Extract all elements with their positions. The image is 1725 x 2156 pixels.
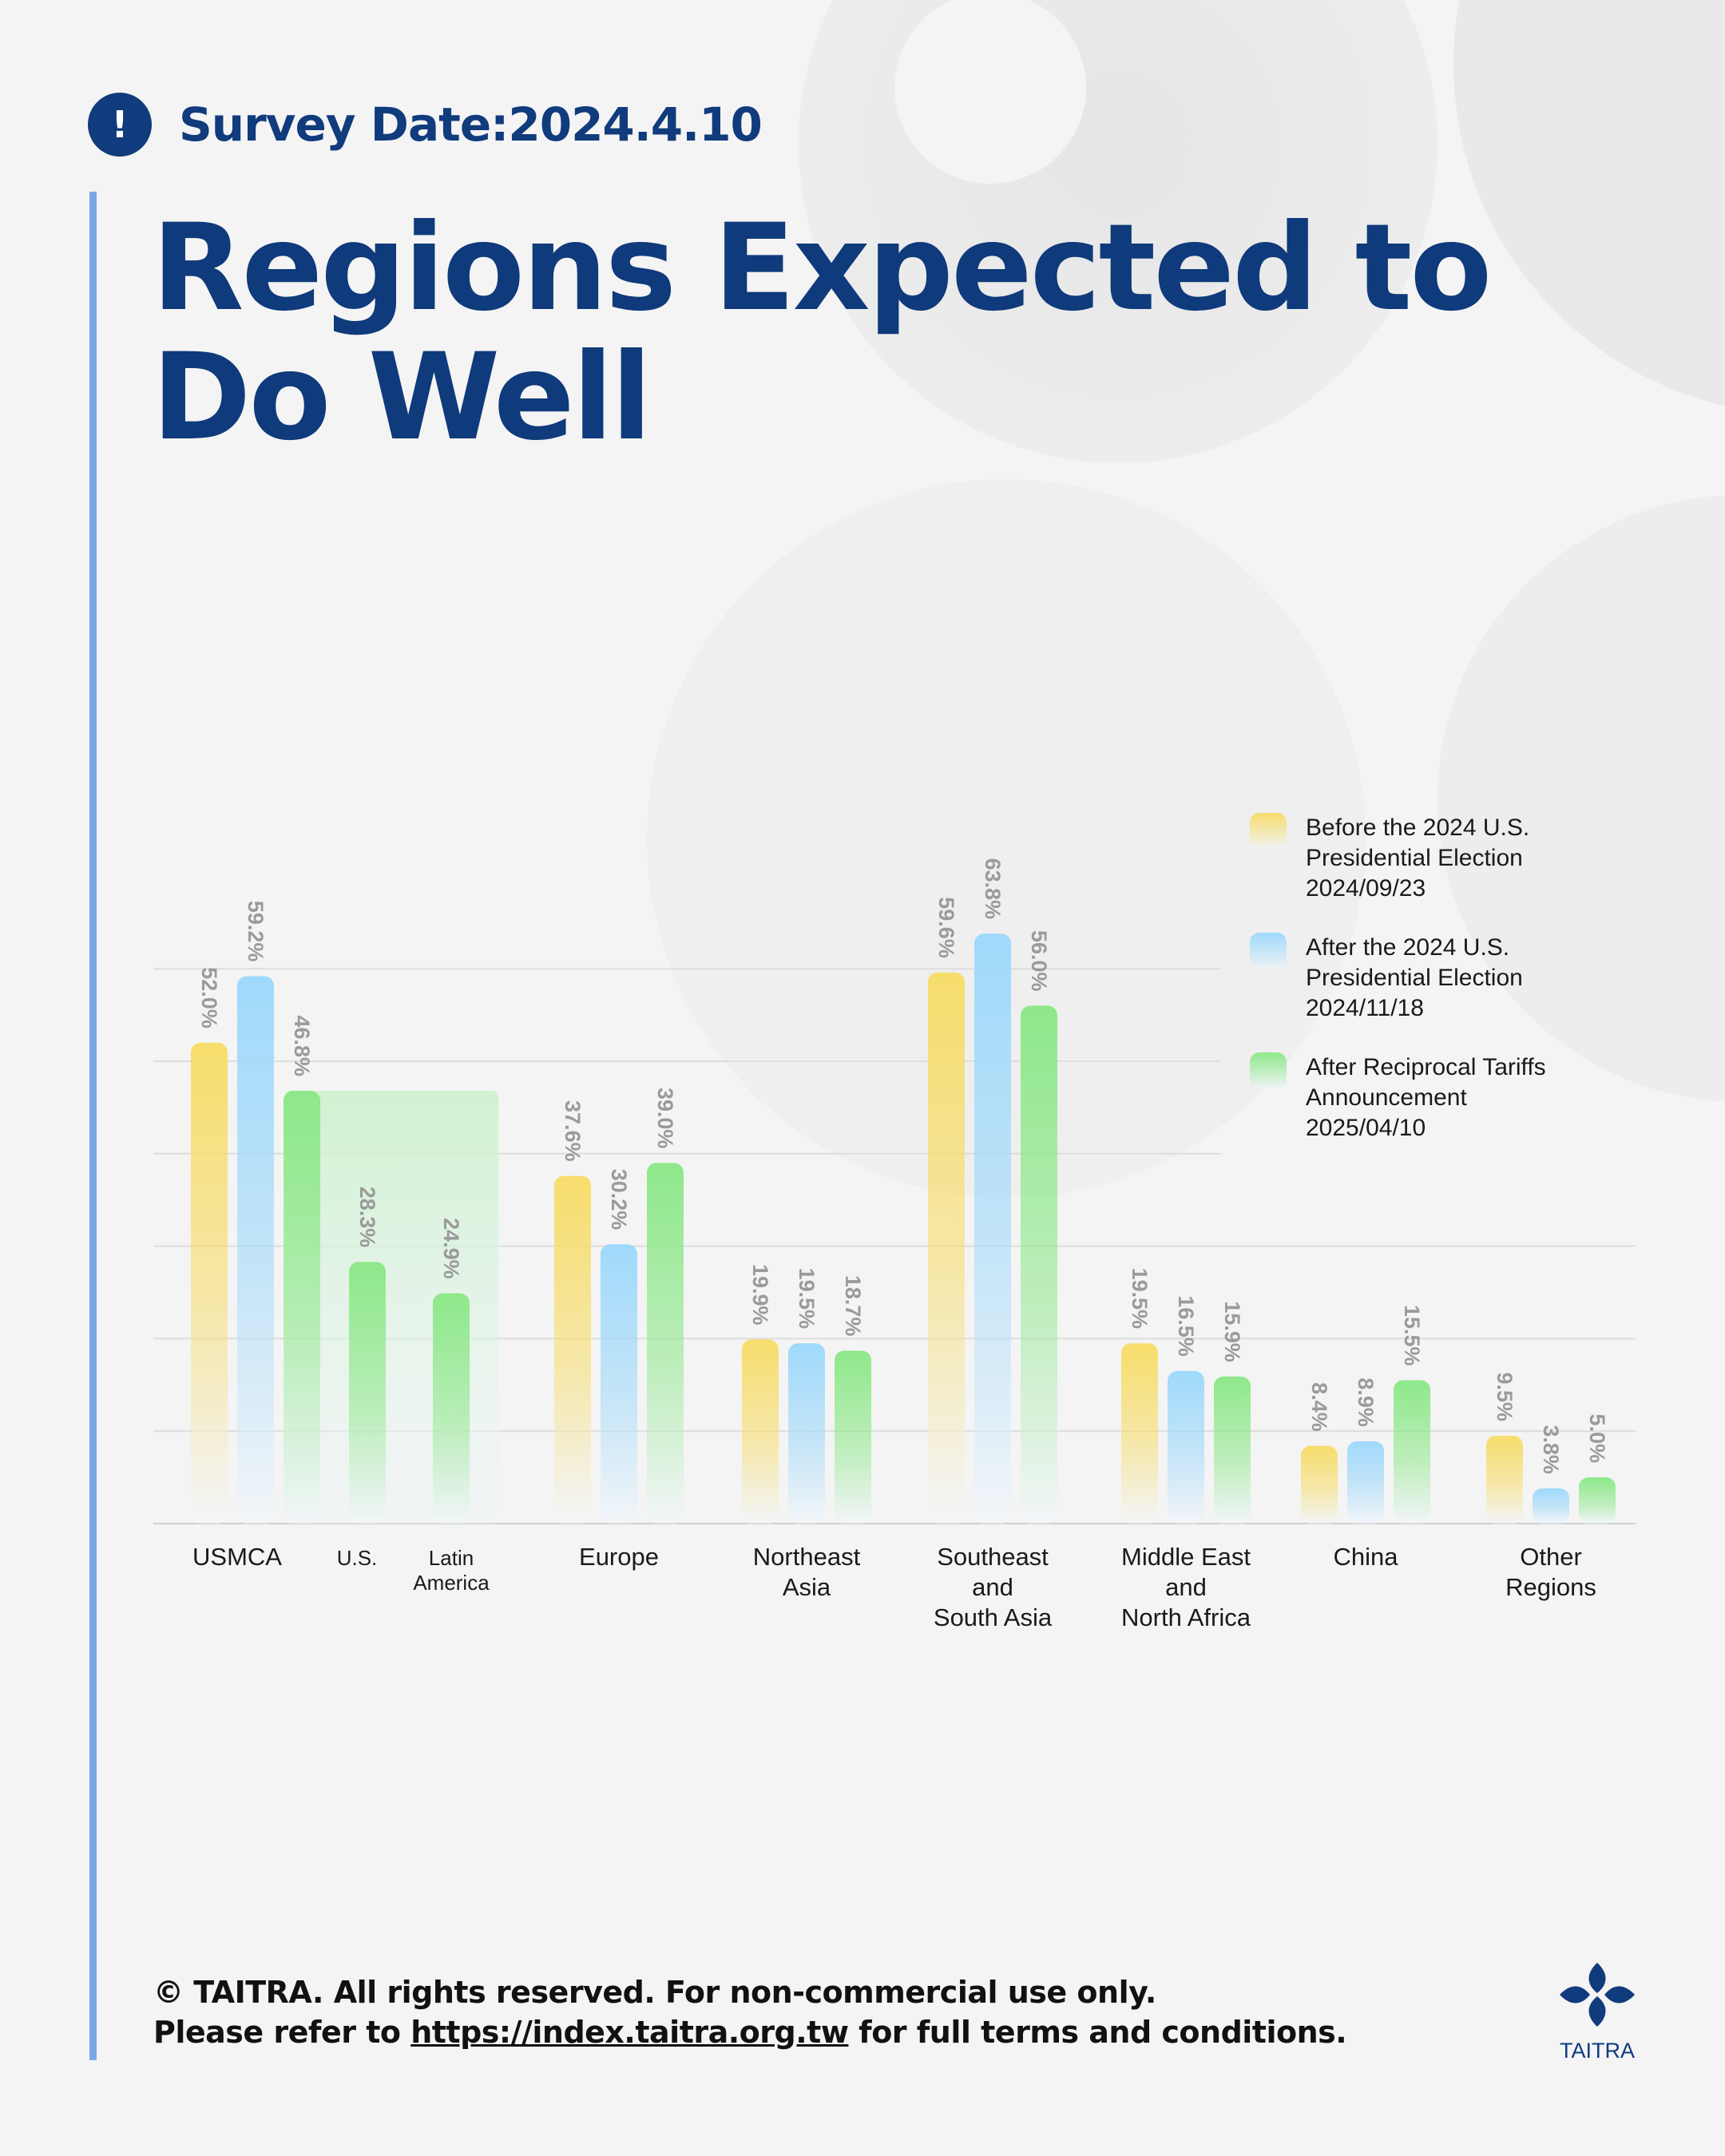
value-label: 18.7% xyxy=(841,1275,865,1337)
value-label: 59.2% xyxy=(244,901,268,962)
value-label: 9.5% xyxy=(1493,1372,1517,1421)
bar xyxy=(1301,1445,1338,1524)
category-label: Other Regions xyxy=(1505,1543,1596,1601)
category-label: China xyxy=(1334,1543,1399,1571)
legend-item: After the 2024 U.S. Presidential Electio… xyxy=(1250,933,1633,1024)
bar xyxy=(554,1175,591,1524)
bar xyxy=(601,1244,637,1524)
bar xyxy=(1533,1488,1569,1524)
bar xyxy=(1121,1343,1158,1524)
value-label: 5.0% xyxy=(1585,1414,1609,1464)
value-label: 37.6% xyxy=(561,1100,585,1162)
taitra-logo: TAITRA xyxy=(1553,1958,1641,2063)
taitra-logo-icon xyxy=(1560,1963,1635,2027)
value-label: 3.8% xyxy=(1539,1425,1563,1474)
category-label: Northeast Asia xyxy=(753,1543,861,1601)
legend-label: Before the 2024 U.S. Presidential Electi… xyxy=(1306,814,1530,902)
value-label: 15.9% xyxy=(1220,1301,1244,1362)
value-label: 56.0% xyxy=(1027,930,1051,992)
bar xyxy=(433,1293,470,1524)
legend-swatch xyxy=(1250,1052,1287,1089)
value-label: 19.9% xyxy=(748,1264,772,1326)
alert-icon: ! xyxy=(88,93,152,157)
category-label: Middle East and North Africa xyxy=(1121,1543,1251,1631)
footer: © TAITRA. All rights reserved. For non-c… xyxy=(153,1972,1431,2052)
legend-swatch xyxy=(1250,933,1287,969)
bar xyxy=(1021,1005,1057,1524)
bar xyxy=(1579,1477,1616,1524)
category-label: USMCA xyxy=(192,1543,282,1571)
value-label: 52.0% xyxy=(197,967,221,1028)
bar xyxy=(1394,1380,1430,1524)
bar xyxy=(349,1262,386,1524)
value-label: 63.8% xyxy=(981,858,1005,920)
category-label: U.S. xyxy=(337,1546,378,1570)
accent-line xyxy=(89,192,97,2060)
logo-name: TAITRA xyxy=(1560,2039,1635,2063)
value-label: 39.0% xyxy=(653,1088,677,1149)
bar xyxy=(237,976,274,1524)
legend-item: After Reciprocal Tariffs Announcement 20… xyxy=(1250,1052,1633,1143)
survey-header: ! Survey Date:2024.4.10 xyxy=(88,92,763,157)
bar xyxy=(742,1339,779,1524)
category-label: Europe xyxy=(579,1543,659,1571)
bar xyxy=(191,1042,228,1524)
bar xyxy=(928,972,965,1524)
terms-prefix: Please refer to xyxy=(153,2015,411,2050)
value-label: 15.5% xyxy=(1400,1305,1424,1366)
bar xyxy=(835,1350,871,1524)
bar xyxy=(647,1163,684,1524)
terms-link[interactable]: https://index.taitra.org.tw xyxy=(410,2015,849,2050)
bar xyxy=(1347,1441,1384,1524)
value-label: 16.5% xyxy=(1174,1295,1198,1357)
value-label: 59.6% xyxy=(934,897,958,958)
legend-label: After Reciprocal Tariffs Announcement 20… xyxy=(1306,1054,1546,1141)
value-label: 30.2% xyxy=(607,1169,631,1231)
bar xyxy=(788,1343,825,1524)
value-label: 46.8% xyxy=(290,1015,314,1076)
legend-swatch xyxy=(1250,813,1287,850)
value-label: 19.5% xyxy=(1128,1268,1152,1330)
category-label: Latin America xyxy=(413,1546,490,1595)
value-label: 19.5% xyxy=(795,1268,819,1330)
value-label: 8.4% xyxy=(1307,1382,1331,1432)
legend-label: After the 2024 U.S. Presidential Electio… xyxy=(1306,934,1523,1021)
terms-suffix: for full terms and conditions. xyxy=(848,2015,1347,2050)
bar xyxy=(1168,1370,1204,1524)
bar xyxy=(284,1091,320,1524)
bar xyxy=(1214,1376,1251,1524)
value-label: 28.3% xyxy=(355,1187,379,1248)
page-title: Regions Expected to Do Well xyxy=(152,199,1492,467)
legend-item: Before the 2024 U.S. Presidential Electi… xyxy=(1250,813,1633,904)
bar xyxy=(1486,1435,1523,1524)
chart-legend: Before the 2024 U.S. Presidential Electi… xyxy=(1250,813,1633,1172)
bar xyxy=(974,933,1011,1524)
terms-notice: Please refer to https://index.taitra.org… xyxy=(153,2012,1431,2052)
value-label: 8.9% xyxy=(1354,1377,1378,1427)
copyright-notice: © TAITRA. All rights reserved. For non-c… xyxy=(153,1975,1156,2010)
category-label: Southeast and South Asia xyxy=(934,1543,1053,1631)
survey-date: Survey Date:2024.4.10 xyxy=(179,97,763,152)
value-label: 24.9% xyxy=(439,1218,463,1279)
